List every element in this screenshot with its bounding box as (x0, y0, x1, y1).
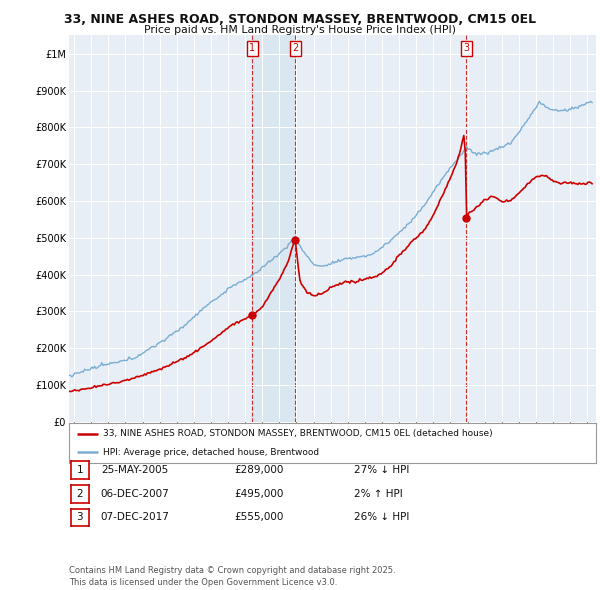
Text: 2: 2 (76, 489, 83, 499)
Text: 3: 3 (76, 513, 83, 522)
Text: 33, NINE ASHES ROAD, STONDON MASSEY, BRENTWOOD, CM15 0EL: 33, NINE ASHES ROAD, STONDON MASSEY, BRE… (64, 13, 536, 26)
Text: 2% ↑ HPI: 2% ↑ HPI (354, 489, 403, 499)
Text: 27% ↓ HPI: 27% ↓ HPI (354, 466, 409, 475)
Text: £555,000: £555,000 (234, 513, 283, 522)
Text: 1: 1 (249, 43, 255, 53)
Text: 25-MAY-2005: 25-MAY-2005 (101, 466, 168, 475)
Text: Price paid vs. HM Land Registry's House Price Index (HPI): Price paid vs. HM Land Registry's House … (144, 25, 456, 35)
Text: £289,000: £289,000 (234, 466, 283, 475)
Text: Contains HM Land Registry data © Crown copyright and database right 2025.
This d: Contains HM Land Registry data © Crown c… (69, 566, 395, 587)
Bar (252, 35, 295, 422)
Text: 06-DEC-2007: 06-DEC-2007 (101, 489, 170, 499)
Text: HPI: Average price, detached house, Brentwood: HPI: Average price, detached house, Bren… (103, 448, 319, 457)
Text: 3: 3 (463, 43, 469, 53)
Text: 33, NINE ASHES ROAD, STONDON MASSEY, BRENTWOOD, CM15 0EL (detached house): 33, NINE ASHES ROAD, STONDON MASSEY, BRE… (103, 430, 493, 438)
Text: 1: 1 (76, 466, 83, 475)
Text: 2: 2 (292, 43, 298, 53)
Text: 07-DEC-2017: 07-DEC-2017 (101, 513, 170, 522)
Text: £495,000: £495,000 (234, 489, 283, 499)
Text: 26% ↓ HPI: 26% ↓ HPI (354, 513, 409, 522)
